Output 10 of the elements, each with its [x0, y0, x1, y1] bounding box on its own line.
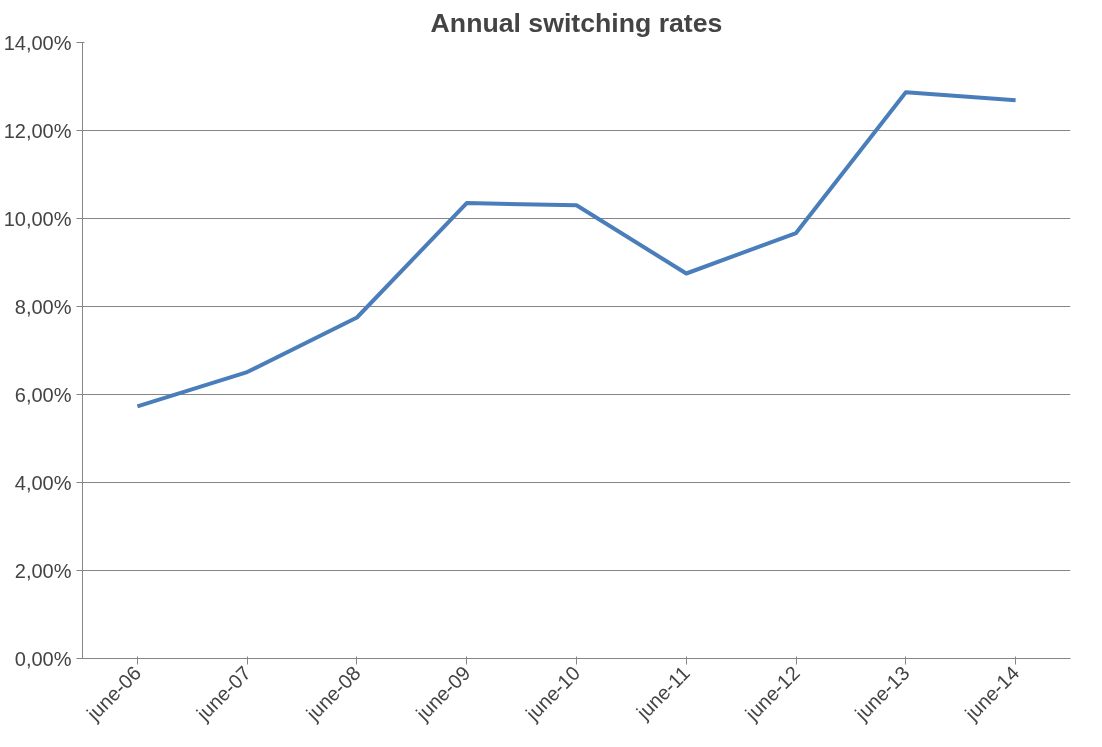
y-tick-label: 8,00% — [14, 295, 72, 318]
y-tick-label: 6,00% — [14, 383, 72, 406]
chart-title: Annual switching rates — [430, 7, 723, 38]
y-tick-label: 14,00% — [3, 31, 72, 54]
y-tick-label: 0,00% — [14, 647, 72, 670]
line-series — [135, 90, 1018, 409]
y-tick-label: 2,00% — [14, 559, 72, 582]
y-tick-label: 10,00% — [3, 207, 72, 230]
y-tick-label: 12,00% — [3, 119, 72, 142]
y-tick-label: 4,00% — [14, 471, 72, 494]
